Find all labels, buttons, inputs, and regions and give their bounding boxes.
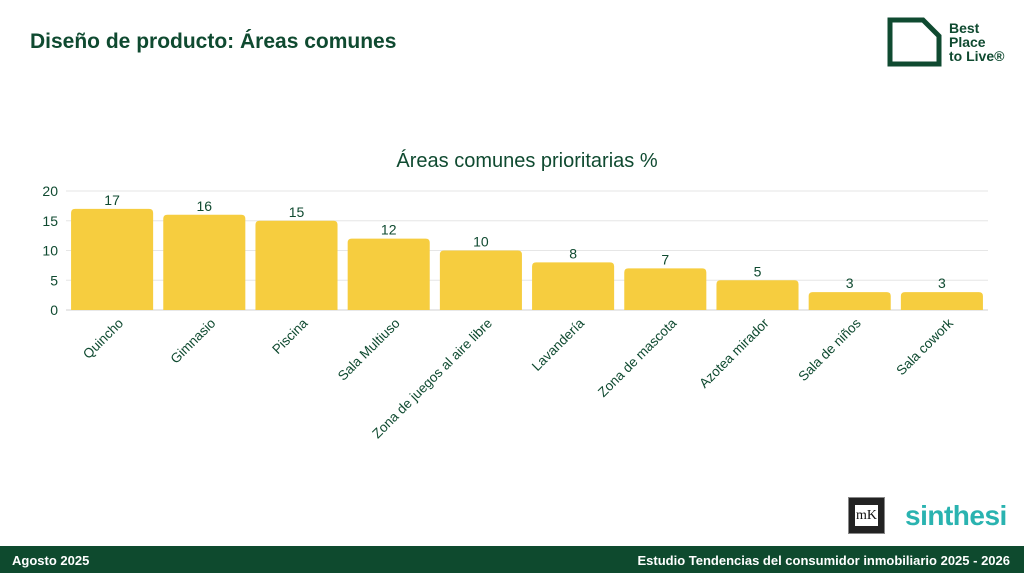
data-label-5: 8 — [569, 245, 577, 261]
house-outline-icon — [887, 17, 942, 67]
footer-date: Agosto 2025 — [12, 553, 90, 568]
chart-title: Áreas comunes prioritarias % — [396, 149, 657, 172]
footer-study: Estudio Tendencias del consumidor inmobi… — [637, 553, 1010, 568]
x-tick-label-2: Piscina — [269, 315, 311, 357]
y-tick-label-5: 5 — [50, 272, 58, 288]
synthesi-logo: sinthesi — [905, 500, 1007, 531]
mk-logo: mK — [848, 497, 885, 534]
y-tick-label-0: 0 — [50, 302, 58, 318]
x-tick-label-1: Gimnasio — [167, 316, 218, 367]
x-tick-label-5: Lavandería — [529, 315, 588, 374]
bar-7 — [716, 280, 799, 310]
x-tick-label-0: Quincho — [80, 316, 126, 362]
bar-5 — [532, 262, 615, 310]
data-label-1: 16 — [197, 198, 213, 214]
logo-line-3: to Live® — [949, 48, 1005, 64]
x-tick-label-8: Sala de niños — [795, 315, 864, 384]
best-place-to-live-logo: Best Place to Live® — [887, 17, 1012, 67]
x-tick-label-6: Zona de mascota — [595, 315, 680, 400]
mk-logo-label: mK — [855, 505, 878, 526]
data-label-7: 5 — [754, 263, 762, 279]
bar-3 — [347, 238, 430, 310]
data-label-3: 12 — [381, 222, 397, 238]
bar-6 — [624, 268, 707, 310]
x-tick-label-3: Sala Multiuso — [335, 316, 403, 384]
bar-2 — [255, 220, 338, 310]
bar-0 — [71, 208, 154, 310]
bar-4 — [439, 250, 522, 310]
bar-8 — [808, 292, 891, 310]
data-label-9: 3 — [938, 275, 946, 291]
bar-9 — [900, 292, 983, 310]
footer-bar: Agosto 2025 Estudio Tendencias del consu… — [0, 546, 1024, 573]
data-label-0: 17 — [104, 192, 120, 208]
data-label-2: 15 — [289, 204, 305, 220]
bar-1 — [163, 214, 246, 310]
data-label-4: 10 — [473, 234, 489, 250]
x-tick-label-7: Azotea mirador — [696, 315, 772, 391]
bar-chart: Áreas comunes prioritarias % 0 5 10 15 20 17 Qu… — [0, 140, 1024, 470]
data-label-6: 7 — [661, 251, 669, 267]
bar-chart-svg: Áreas comunes prioritarias % 0 5 10 15 20 17 Qu… — [42, 149, 988, 441]
logo-line-2: Place — [949, 34, 986, 50]
logo-text: Best Place to Live® — [949, 21, 1004, 63]
y-tick-label-15: 15 — [42, 213, 58, 229]
logo-line-1: Best — [949, 20, 980, 36]
y-tick-label-10: 10 — [42, 243, 58, 259]
page-title: Diseño de producto: Áreas comunes — [30, 30, 397, 53]
data-label-8: 3 — [846, 275, 854, 291]
x-tick-label-9: Sala cowork — [893, 315, 956, 378]
y-tick-label-20: 20 — [42, 183, 58, 199]
